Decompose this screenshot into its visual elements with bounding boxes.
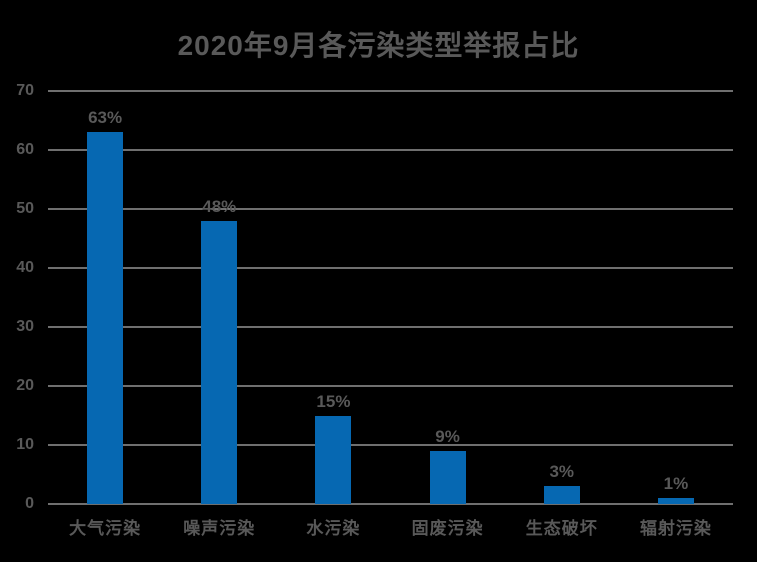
y-tick-label-40: 40 [16,259,34,276]
plot-area: 63% 大气污染 48% 噪声污染 15% 水污染 9% 固废污染 3% 生态破坏 1% 辐射污染 [48,90,733,538]
y-tick-label-10: 10 [16,436,34,453]
chart-title: 2020年9月各污染类型举报占比 [177,30,580,61]
bar-value-label-3: 9% [435,426,460,446]
gridline-60 [48,149,733,151]
y-tick-label-50: 50 [16,200,34,217]
bar-value-label-5: 1% [663,474,689,494]
bar-1: 48% [201,198,238,504]
bar-column-5: 1% 辐射污染 [619,91,733,537]
x-tick-label-0: 大气污染 [69,519,142,538]
y-tick-label-70: 70 [16,82,34,99]
bar-value-label-2: 15% [316,391,351,411]
bar-value-label-1: 48% [202,196,237,216]
x-tick-label-5: 辐射污染 [639,519,712,538]
bar-column-2: 15% 水污染 [276,91,390,538]
gridline-70 [48,90,733,92]
bar-column-3: 9% 固废污染 [391,91,505,537]
bar-column-1: 48% 噪声污染 [162,91,276,537]
gridline-30 [48,326,733,328]
bar-3: 9% [429,428,466,504]
bar-5: 1% [657,475,694,504]
x-tick-label-2: 水污染 [306,519,361,538]
gridline-40 [48,267,733,269]
bar-0: 63% [87,109,124,504]
y-axis: 0 10 20 30 40 50 60 70 [0,83,40,512]
bar-column-0: 63% 大气污染 [48,91,162,537]
gridline-20 [48,385,733,387]
x-tick-label-1: 噪声污染 [183,519,256,538]
bar-value-label-0: 63% [88,108,123,128]
bars-layer: 63% 大气污染 48% 噪声污染 15% 水污染 9% 固废污染 3% 生态破坏 1% 辐射污染 [48,91,733,538]
gridline-50 [48,208,733,210]
y-tick-label-20: 20 [16,377,34,394]
y-tick-label-0: 0 [25,495,34,512]
y-tick-label-30: 30 [16,318,34,335]
bar-value-label-4: 3% [549,462,575,482]
x-tick-label-4: 生态破坏 [525,519,598,538]
bar-2: 15% [315,393,352,504]
gridline-0 [48,503,733,505]
y-tick-label-60: 60 [16,141,34,158]
gridline-10 [48,444,733,446]
x-tick-label-3: 固废污染 [411,519,484,538]
bar-column-4: 3% 生态破坏 [505,91,619,537]
bar-4: 3% [543,463,580,504]
